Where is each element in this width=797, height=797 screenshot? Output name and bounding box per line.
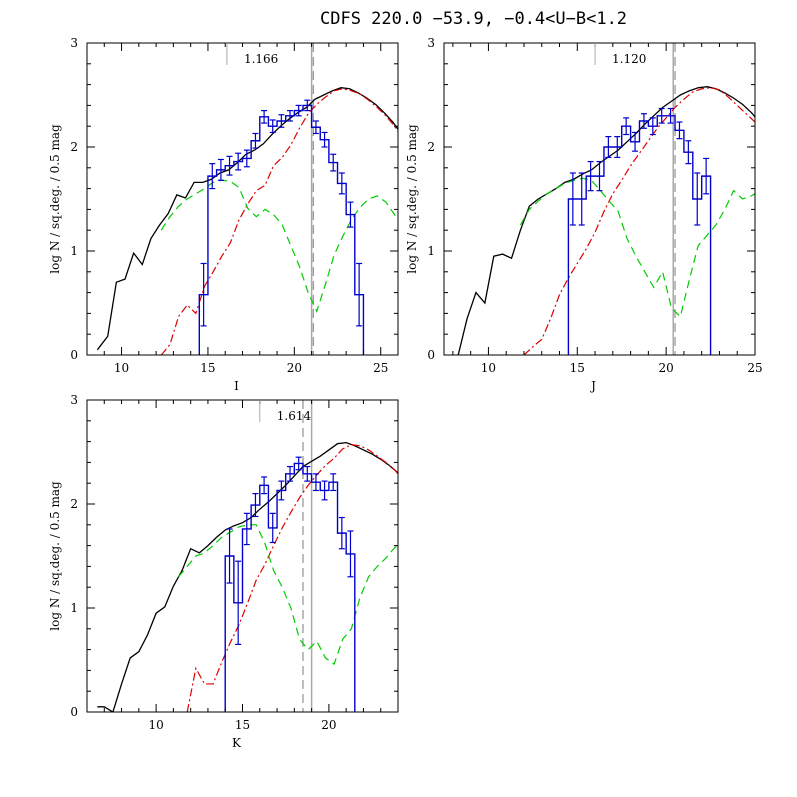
model-line-red bbox=[160, 88, 398, 355]
x-tick-label: 10 bbox=[114, 361, 129, 375]
x-tick-label: 25 bbox=[373, 361, 388, 375]
y-tick-label: 0 bbox=[70, 348, 78, 362]
y-tick-label: 2 bbox=[70, 497, 78, 511]
y-tick-label: 3 bbox=[70, 393, 78, 407]
x-tick-label: 10 bbox=[481, 361, 496, 375]
y-tick-label: 1 bbox=[70, 601, 78, 615]
data-histogram bbox=[198, 104, 365, 355]
y-tick-label: 1 bbox=[427, 244, 435, 258]
y-axis-label: log N / sq.deg. / 0.5 mag bbox=[405, 124, 419, 274]
y-tick-label: 2 bbox=[70, 140, 78, 154]
y-tick-label: 0 bbox=[70, 705, 78, 719]
data-layer bbox=[96, 43, 398, 355]
y-tick-label: 3 bbox=[427, 36, 435, 50]
figure-title: CDFS 220.0 −53.9, −0.4<U−B<1.2 bbox=[320, 9, 627, 29]
x-tick-label: 15 bbox=[235, 718, 250, 732]
y-axis-label: log N / sq.deg. / 0.5 mag bbox=[48, 481, 62, 631]
model-line-total bbox=[96, 87, 398, 351]
x-tick-label: 25 bbox=[747, 361, 762, 375]
x-tick-label: 15 bbox=[570, 361, 585, 375]
annotation-text: 1.166 bbox=[244, 52, 278, 66]
annotation-text: 1.120 bbox=[612, 52, 646, 66]
x-tick-label: 15 bbox=[200, 361, 215, 375]
data-layer bbox=[457, 43, 755, 355]
data-histogram bbox=[567, 115, 712, 355]
x-axis-label: J bbox=[589, 379, 596, 393]
y-tick-label: 0 bbox=[427, 348, 435, 362]
plot-frame bbox=[443, 42, 756, 356]
model-line-green bbox=[178, 524, 398, 666]
x-axis-label: I bbox=[234, 379, 239, 393]
y-tick-label: 3 bbox=[70, 36, 78, 50]
x-tick-label: 20 bbox=[659, 361, 674, 375]
y-tick-label: 1 bbox=[70, 244, 78, 258]
model-line-total bbox=[457, 86, 755, 355]
annotation-text: 1.614 bbox=[277, 409, 312, 423]
model-line-red bbox=[523, 87, 755, 355]
x-axis-label: K bbox=[232, 736, 242, 750]
data-histogram bbox=[224, 462, 356, 712]
model-line-green bbox=[519, 177, 755, 318]
model-line-green bbox=[160, 179, 398, 313]
y-axis-label: log N / sq.deg. / 0.5 mag bbox=[48, 124, 62, 274]
x-tick-label: 20 bbox=[321, 718, 336, 732]
x-tick-label: 10 bbox=[148, 718, 163, 732]
data-layer bbox=[97, 400, 398, 712]
x-tick-label: 20 bbox=[287, 361, 302, 375]
model-line-red bbox=[186, 444, 398, 712]
y-tick-label: 2 bbox=[427, 140, 435, 154]
